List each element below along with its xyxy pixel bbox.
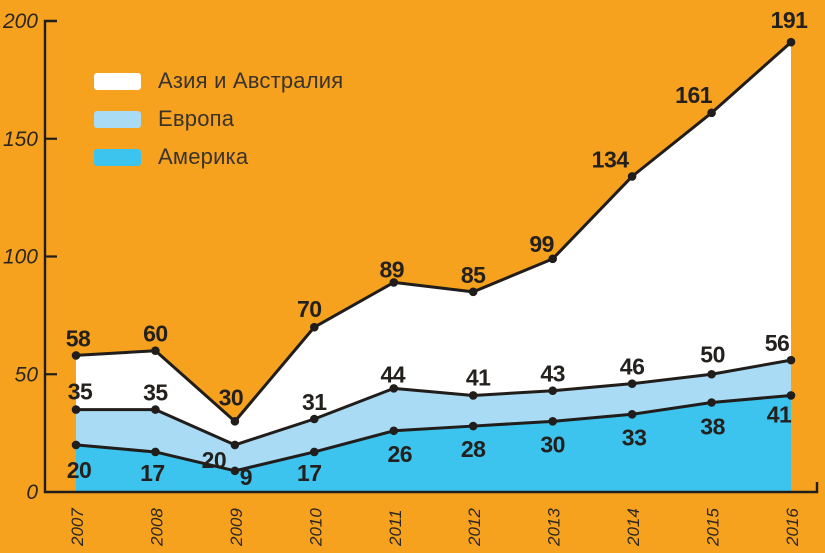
data-label-europe-2007: 35 [68,379,93,405]
data-label-europe-2010: 31 [302,389,327,415]
y-axis-label-50: 50 [15,363,39,386]
point-asia_australia-2010 [310,322,319,332]
point-europe-2010 [310,414,319,424]
point-asia_australia-2016 [786,37,796,47]
point-europe-2015 [707,369,716,379]
line-europe [76,358,792,447]
data-label-asia_australia-2007: 58 [66,325,91,351]
data-label-asia_australia-2014: 134 [592,146,630,172]
y-axis-label-0: 0 [26,481,38,504]
legend-label-america: Америка [158,144,249,169]
data-label-america-2016: 41 [767,401,792,427]
data-label-asia_australia-2009: 30 [219,384,244,410]
point-asia_australia-2009 [230,417,240,426]
point-america-2010 [310,447,319,457]
data-label-america-2013: 30 [540,431,565,457]
point-europe-2009 [230,440,240,450]
point-asia_australia-2014 [627,172,637,181]
x-axis-label-2009: 2009 [227,508,246,547]
data-label-europe-2012: 41 [466,364,491,390]
legend-item-asia-australia: Азия и Австралия [94,70,343,92]
x-axis-label-2014: 2014 [624,508,643,547]
point-europe-2011 [389,384,399,393]
data-label-europe-2015: 50 [700,341,725,367]
point-america-2008 [151,447,160,457]
data-label-europe-2013: 43 [540,361,565,387]
x-axis-label-2016: 2016 [783,508,802,547]
legend-item-europe: Европа [94,108,343,130]
x-axis-label-2013: 2013 [545,508,564,547]
point-europe-2008 [151,405,160,414]
data-label-asia_australia-2016: 191 [771,7,809,33]
point-asia_australia-2011 [389,278,399,287]
data-label-america-2010: 17 [297,460,322,486]
y-axis-label-100: 100 [3,246,38,269]
data-label-asia_australia-2015: 161 [675,82,713,108]
x-axis-label-2012: 2012 [465,508,484,547]
point-america-2011 [389,426,399,436]
y-axis-label-150: 150 [3,128,38,151]
point-america-2009 [230,466,240,476]
data-label-america-2015: 38 [700,414,725,440]
point-america-2012 [468,421,478,431]
x-axis-label-2011: 2011 [386,509,405,547]
x-axis-label-2015: 2015 [704,508,723,547]
data-label-america-2009: 9 [240,464,252,490]
data-label-asia_australia-2008: 60 [143,321,168,347]
point-asia_australia-2015 [707,108,716,118]
y-axis-label-200: 200 [2,10,38,33]
data-label-asia_australia-2011: 89 [380,256,405,282]
point-europe-2012 [468,391,478,400]
data-label-europe-2014: 46 [620,354,645,380]
legend-label-europe: Европа [158,106,235,131]
legend: Азия и Австралия Европа Америка [94,70,343,168]
legend-label-asia-australia: Азия и Австралия [158,68,344,93]
point-asia_australia-2007 [71,351,81,360]
data-label-america-2007: 20 [67,457,92,483]
x-axis-label-2008: 2008 [147,508,166,547]
data-label-europe-2011: 44 [381,361,406,387]
data-label-asia_australia-2012: 85 [461,262,486,288]
point-europe-2014 [627,379,637,388]
data-label-asia_australia-2010: 70 [297,296,322,322]
x-axis-label-2007: 2007 [68,508,87,547]
point-asia_australia-2012 [468,287,478,297]
point-america-2015 [707,398,716,407]
axis-frame [43,19,819,494]
data-label-europe-2008: 35 [143,380,168,406]
data-label-america-2012: 28 [461,436,486,462]
point-europe-2016 [786,355,796,365]
data-label-america-2014: 33 [622,424,647,450]
legend-swatch-europe [94,110,141,128]
point-america-2007 [71,440,81,450]
point-asia_australia-2008 [151,346,160,356]
area-asia_australia [76,42,791,492]
legend-item-america: Америка [94,146,343,168]
legend-swatch-america [94,148,141,166]
line-asia_australia [75,41,792,423]
point-america-2013 [548,417,557,426]
data-label-asia_australia-2013: 99 [529,231,554,257]
x-axis-label-2010: 2010 [306,508,325,547]
data-label-europe-2009: 20 [202,447,227,473]
point-europe-2013 [548,386,557,396]
data-label-america-2008: 17 [140,460,165,486]
data-label-america-2011: 26 [388,441,413,467]
legend-swatch-asia-australia [94,72,141,90]
line-america [75,393,792,473]
point-asia_australia-2013 [548,254,557,264]
area-america [76,395,791,492]
point-europe-2007 [71,405,81,414]
point-america-2016 [786,391,796,400]
point-america-2014 [627,409,637,419]
data-label-europe-2016: 56 [765,330,790,356]
